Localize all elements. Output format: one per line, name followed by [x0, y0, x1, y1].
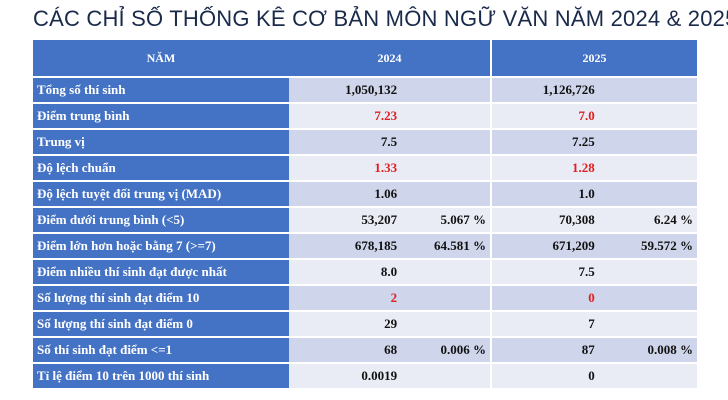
value-2024: 678,185: [288, 234, 404, 260]
percent-2025: 6.24 %: [600, 208, 697, 234]
table-row: Điểm dưới trung bình (<5) 53,207 5.067 % 70…: [33, 208, 697, 234]
value-2024: 8.0: [288, 260, 404, 286]
percent-2025: [600, 130, 697, 156]
percent-2025: 0.008 %: [600, 338, 697, 364]
value-2024: 1,050,132: [288, 78, 404, 104]
row-label: Số lượng thí sinh đạt điểm 10: [33, 286, 289, 312]
value-2024: 1.33: [288, 156, 404, 182]
percent-2025: [600, 312, 697, 338]
header-year-label: NĂM: [33, 40, 289, 78]
header-year-2024: 2024: [288, 40, 493, 78]
statistics-table: NĂM 2024 2025 Tổng số thí sinh 1,050,132 1…: [33, 40, 697, 390]
header-year-2025: 2025: [492, 40, 697, 78]
row-label: Trung vị: [33, 130, 289, 156]
row-label: Điểm nhiều thí sinh đạt được nhất: [33, 260, 289, 286]
value-2024: 7.5: [288, 130, 404, 156]
value-2025: 7: [492, 312, 601, 338]
table-row: Điểm trung bình 7.23 7.0: [33, 104, 697, 130]
value-2024: 0.0019: [288, 364, 404, 390]
value-2025: 671,209: [492, 234, 601, 260]
percent-2025: [600, 260, 697, 286]
value-2025: 70,308: [492, 208, 601, 234]
table-header-row: NĂM 2024 2025: [33, 40, 697, 78]
percent-2024: [403, 312, 493, 338]
percent-2024: [403, 104, 493, 130]
value-2025: 0: [492, 364, 601, 390]
table-row: Số thí sinh đạt điểm <=1 68 0.006 % 87 0.008…: [33, 338, 697, 364]
percent-2024: [403, 130, 493, 156]
row-label: Số lượng thí sinh đạt điểm 0: [33, 312, 289, 338]
percent-2025: [600, 364, 697, 390]
row-label: Số thí sinh đạt điểm <=1: [33, 338, 289, 364]
side-watermark: [698, 300, 728, 400]
value-2024: 68: [288, 338, 404, 364]
table-row: Số lượng thí sinh đạt điểm 10 2 0: [33, 286, 697, 312]
percent-2024: [403, 364, 493, 390]
value-2025: 1,126,726: [492, 78, 601, 104]
table-row: Trung vị 7.5 7.25: [33, 130, 697, 156]
percent-2024: 0.006 %: [403, 338, 493, 364]
percent-2025: [600, 286, 697, 312]
table-row: Số lượng thí sinh đạt điểm 0 29 7: [33, 312, 697, 338]
value-2024: 1.06: [288, 182, 404, 208]
percent-2025: [600, 156, 697, 182]
percent-2024: [403, 260, 493, 286]
value-2025: 7.0: [492, 104, 601, 130]
value-2025: 87: [492, 338, 601, 364]
table-row: Độ lệch tuyệt đối trung vị (MAD) 1.06 1.0: [33, 182, 697, 208]
value-2024: 53,207: [288, 208, 404, 234]
percent-2024: [403, 182, 493, 208]
table-row: Tổng số thí sinh 1,050,132 1,126,726: [33, 78, 697, 104]
value-2024: 7.23: [288, 104, 404, 130]
percent-2025: [600, 104, 697, 130]
row-label: Độ lệch tuyệt đối trung vị (MAD): [33, 182, 289, 208]
percent-2025: 59.572 %: [600, 234, 697, 260]
value-2025: 1.0: [492, 182, 601, 208]
value-2025: 7.25: [492, 130, 601, 156]
table-row: Điểm nhiều thí sinh đạt được nhất 8.0 7.5: [33, 260, 697, 286]
table-row: Điểm lớn hơn hoặc bằng 7 (>=7) 678,185 64.…: [33, 234, 697, 260]
percent-2024: [403, 78, 493, 104]
row-label: Tỉ lệ điểm 10 trên 1000 thí sinh: [33, 364, 289, 390]
percent-2025: [600, 78, 697, 104]
table-row: Tỉ lệ điểm 10 trên 1000 thí sinh 0.0019 0: [33, 364, 697, 390]
table-row: Độ lệch chuẩn 1.33 1.28: [33, 156, 697, 182]
value-2025: 7.5: [492, 260, 601, 286]
percent-2024: 5.067 %: [403, 208, 493, 234]
value-2024: 29: [288, 312, 404, 338]
row-label: Điểm trung bình: [33, 104, 289, 130]
page-title: CÁC CHỈ SỐ THỐNG KÊ CƠ BẢN MÔN NGỮ VĂN N…: [33, 6, 728, 31]
row-label: Điểm dưới trung bình (<5): [33, 208, 289, 234]
row-label: Tổng số thí sinh: [33, 78, 289, 104]
row-label: Độ lệch chuẩn: [33, 156, 289, 182]
row-label: Điểm lớn hơn hoặc bằng 7 (>=7): [33, 234, 289, 260]
percent-2024: [403, 286, 493, 312]
percent-2024: [403, 156, 493, 182]
value-2025: 0: [492, 286, 601, 312]
percent-2025: [600, 182, 697, 208]
value-2025: 1.28: [492, 156, 601, 182]
value-2024: 2: [288, 286, 404, 312]
percent-2024: 64.581 %: [403, 234, 493, 260]
